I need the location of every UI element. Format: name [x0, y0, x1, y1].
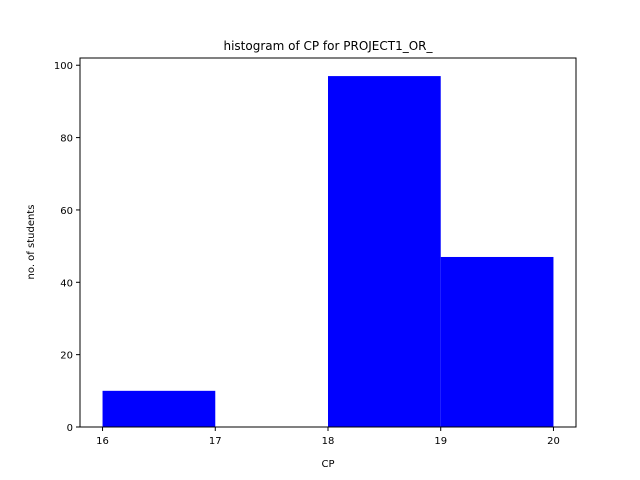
x-tick-label: 20 [547, 436, 560, 447]
x-axis-ticks: 16 17 18 19 20 [96, 427, 560, 447]
x-tick-label: 18 [322, 436, 335, 447]
bars-group [102, 76, 554, 428]
histogram-bar [328, 76, 441, 428]
histogram-bar [440, 256, 554, 427]
chart-title: histogram of CP for PROJECT1_OR_ [223, 39, 433, 53]
y-axis-label: no. of students [26, 205, 37, 280]
histogram-bar [102, 390, 216, 427]
y-tick-label: 0 [67, 423, 73, 434]
y-tick-label: 40 [60, 278, 73, 289]
y-tick-label: 60 [60, 206, 73, 217]
y-tick-label: 100 [54, 61, 73, 72]
x-tick-label: 16 [96, 436, 109, 447]
x-tick-label: 17 [209, 436, 222, 447]
x-tick-label: 19 [434, 436, 447, 447]
y-tick-label: 20 [60, 351, 73, 362]
x-axis-label: CP [321, 459, 334, 470]
y-tick-label: 80 [60, 134, 73, 145]
y-axis-ticks: 0 20 40 60 80 100 [54, 61, 80, 434]
